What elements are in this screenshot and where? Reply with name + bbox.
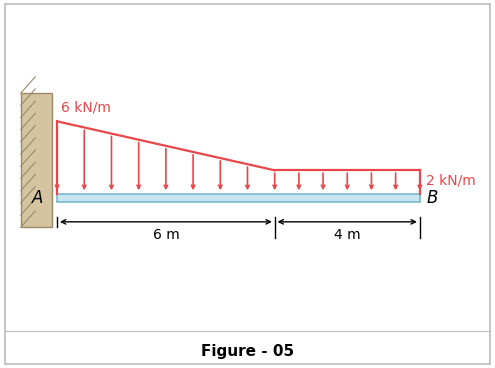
Bar — [57, 194, 420, 202]
Bar — [21, 93, 51, 227]
Text: 6 m: 6 m — [152, 229, 179, 243]
Text: 2 kN/m: 2 kN/m — [426, 174, 476, 188]
Text: Figure - 05: Figure - 05 — [201, 344, 294, 359]
Text: 6 kN/m: 6 kN/m — [61, 101, 110, 115]
Text: B: B — [426, 189, 438, 207]
Text: A: A — [32, 189, 43, 207]
Text: 4 m: 4 m — [334, 229, 360, 243]
